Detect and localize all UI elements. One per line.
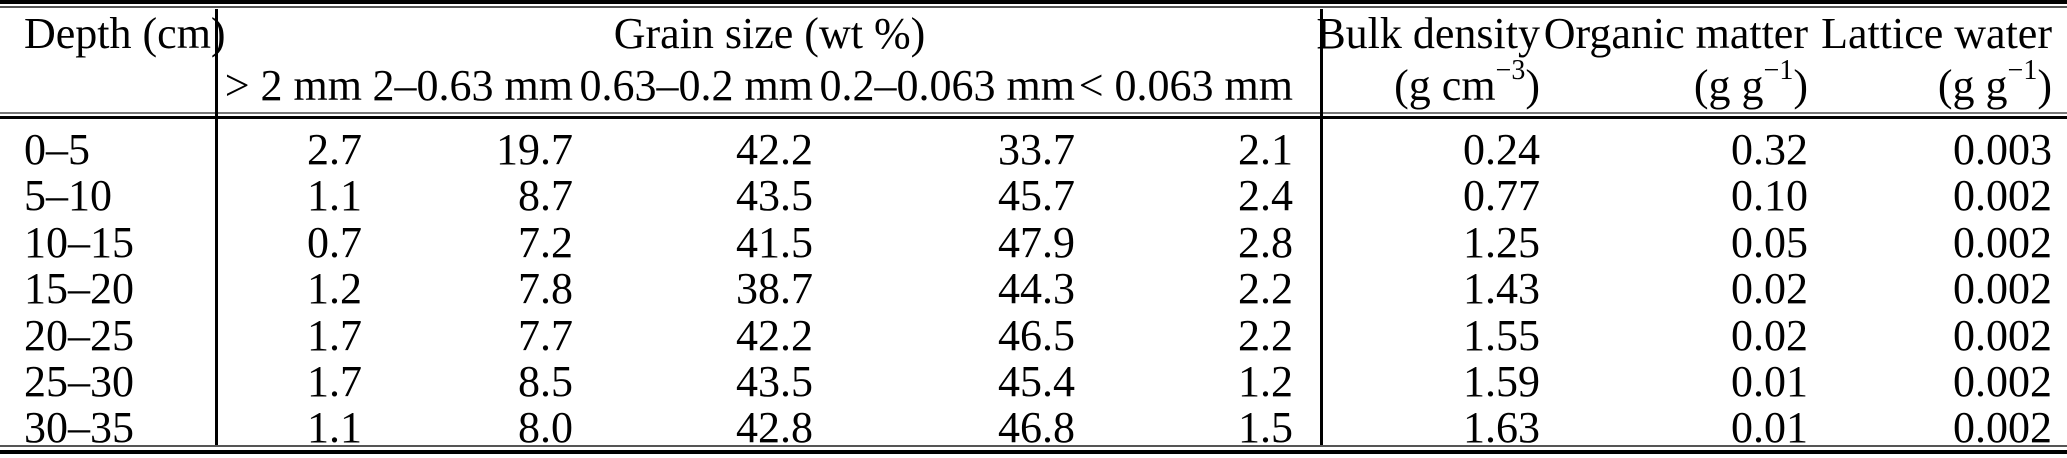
value-cell: 43.5 [736, 171, 813, 221]
value-cell: 0.24 [1463, 125, 1540, 174]
value-cell: 2.4 [1238, 171, 1293, 221]
bottom-rule-thick [0, 450, 2067, 454]
depth-cell: 20–25 [24, 310, 134, 360]
value-cell: 1.2 [1238, 356, 1293, 406]
depth-cell: 0–5 [24, 125, 90, 174]
unit-text: (g g [1937, 60, 2008, 110]
header-rule-thin [0, 112, 2067, 114]
unit-close: ) [1793, 60, 1808, 110]
value-cell: 0.02 [1731, 264, 1808, 314]
value-cell: 0.003 [1953, 125, 2052, 174]
grain-size-header-02-0063mm: 0.2–0.063 mm [819, 60, 1075, 110]
value-cell: 0.01 [1731, 403, 1808, 453]
organic-matter-header: Organic matter [1543, 8, 1808, 58]
value-cell: 19.7 [496, 125, 573, 174]
value-cell: 42.2 [736, 125, 813, 174]
value-cell: 1.7 [307, 356, 362, 406]
value-cell: 8.5 [518, 356, 573, 406]
value-cell: 8.7 [518, 171, 573, 221]
value-cell: 7.7 [518, 310, 573, 360]
value-cell: 0.02 [1731, 310, 1808, 360]
value-cell: 0.10 [1731, 171, 1808, 221]
value-cell: 0.002 [1953, 217, 2052, 267]
value-cell: 1.43 [1463, 264, 1540, 314]
depth-cell: 10–15 [24, 217, 134, 267]
top-rule-thin [0, 6, 2067, 8]
organic-matter-unit: (g g −1) [1693, 55, 1808, 110]
value-cell: 2.7 [307, 125, 362, 174]
table-body: 0–5 2.7 19.7 42.2 33.7 2.1 0.24 0.32 0.003 5–10 1.… [0, 121, 2067, 453]
value-cell: 33.7 [998, 125, 1075, 174]
grain-size-header-gt2mm: > 2 mm [224, 60, 362, 110]
grain-size-header-lt0063mm: < 0.063 mm [1078, 60, 1293, 110]
value-cell: 38.7 [736, 264, 813, 314]
depth-cell: 25–30 [24, 356, 134, 406]
value-cell: 43.5 [736, 356, 813, 406]
table-header: Depth (cm) Grain size (wt %) Bulk densit… [0, 8, 2067, 112]
value-cell: 2.1 [1238, 125, 1293, 174]
bulk-density-unit: (g cm −3) [1394, 55, 1540, 110]
value-cell: 1.2 [307, 264, 362, 314]
value-cell: 1.63 [1463, 403, 1540, 453]
lattice-water-header: Lattice water [1821, 8, 2052, 58]
value-cell: 2.2 [1238, 264, 1293, 314]
value-cell: 1.25 [1463, 217, 1540, 267]
value-cell: 46.8 [998, 403, 1075, 453]
value-cell: 1.55 [1463, 310, 1540, 360]
value-cell: 0.002 [1953, 264, 2052, 314]
depth-cell: 30–35 [24, 403, 134, 453]
value-cell: 45.4 [998, 356, 1075, 406]
value-cell: 1.7 [307, 310, 362, 360]
value-cell: 0.002 [1953, 310, 2052, 360]
depth-cell: 5–10 [24, 171, 112, 221]
lattice-water-unit: (g g −1) [1937, 55, 2052, 110]
value-cell: 0.05 [1731, 217, 1808, 267]
value-cell: 0.01 [1731, 356, 1808, 406]
bulk-density-header: Bulk density [1316, 8, 1540, 58]
value-cell: 47.9 [998, 217, 1075, 267]
value-cell: 1.5 [1238, 403, 1293, 453]
unit-text: (g g [1693, 60, 1764, 110]
value-cell: 45.7 [998, 171, 1075, 221]
value-cell: 42.8 [736, 403, 813, 453]
top-rule-thick [0, 0, 2067, 4]
value-cell: 0.77 [1463, 171, 1540, 221]
value-cell: 44.3 [998, 264, 1075, 314]
header-rule-thick [0, 116, 2067, 119]
grain-size-header-063-02mm: 0.63–0.2 mm [579, 60, 813, 110]
bulk-column-divider [1320, 9, 1323, 445]
depth-column-header: Depth (cm) [24, 8, 226, 58]
unit-close: ) [1525, 60, 1540, 110]
value-cell: 0.002 [1953, 356, 2052, 406]
value-cell: 0.32 [1731, 125, 1808, 174]
depth-column-divider [215, 9, 218, 445]
value-cell: 1.1 [307, 171, 362, 221]
value-cell: 42.2 [736, 310, 813, 360]
value-cell: 2.8 [1238, 217, 1293, 267]
value-cell: 8.0 [518, 403, 573, 453]
grain-size-header-2-063mm: 2–0.63 mm [372, 60, 573, 110]
value-cell: 2.2 [1238, 310, 1293, 360]
bottom-rule-thin [0, 445, 2067, 447]
value-cell: 1.1 [307, 403, 362, 453]
value-cell: 1.59 [1463, 356, 1540, 406]
depth-cell: 15–20 [24, 264, 134, 314]
unit-text: (g cm [1394, 60, 1496, 110]
value-cell: 0.7 [307, 217, 362, 267]
value-cell: 0.002 [1953, 171, 2052, 221]
value-cell: 7.8 [518, 264, 573, 314]
value-cell: 46.5 [998, 310, 1075, 360]
grain-size-group-header: Grain size (wt %) [613, 8, 926, 58]
value-cell: 41.5 [736, 217, 813, 267]
unit-close: ) [2037, 60, 2052, 110]
value-cell: 7.2 [518, 217, 573, 267]
value-cell: 0.002 [1953, 403, 2052, 453]
